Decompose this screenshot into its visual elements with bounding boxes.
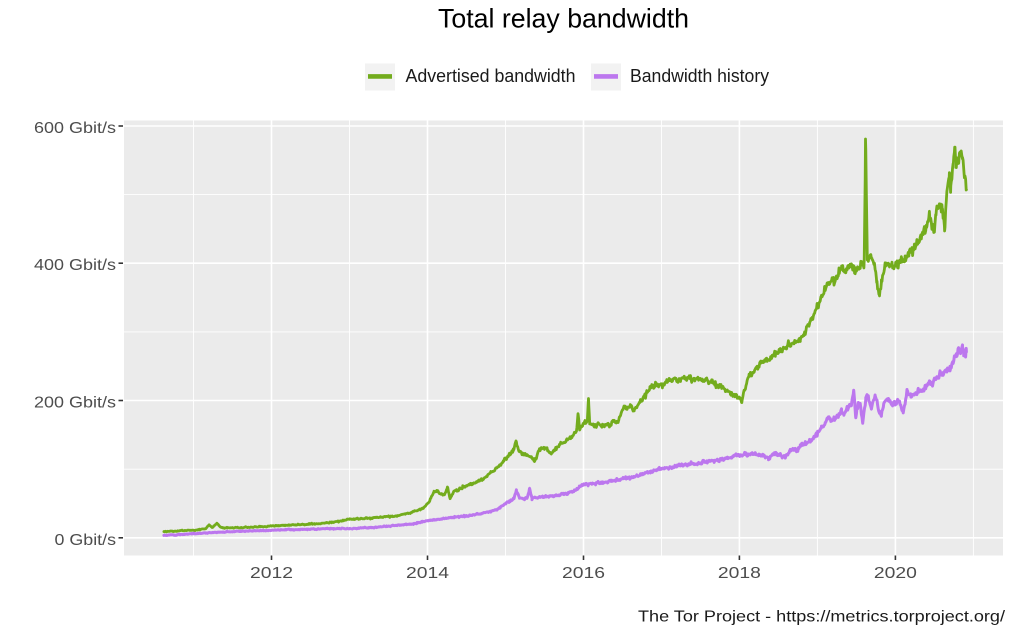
svg-text:Advertised bandwidth: Advertised bandwidth bbox=[406, 66, 576, 86]
svg-text:The Tor Project - https://metr: The Tor Project - https://metrics.torpro… bbox=[638, 608, 1006, 625]
svg-text:2020: 2020 bbox=[874, 565, 917, 582]
svg-text:400 Gbit/s: 400 Gbit/s bbox=[34, 257, 116, 274]
svg-text:600 Gbit/s: 600 Gbit/s bbox=[34, 120, 116, 137]
svg-text:2016: 2016 bbox=[562, 565, 605, 582]
svg-text:2012: 2012 bbox=[250, 565, 293, 582]
svg-text:2014: 2014 bbox=[406, 565, 449, 582]
svg-text:2018: 2018 bbox=[718, 565, 761, 582]
svg-text:Bandwidth history: Bandwidth history bbox=[630, 66, 769, 86]
svg-text:Total relay bandwidth: Total relay bandwidth bbox=[438, 4, 689, 34]
svg-text:200 Gbit/s: 200 Gbit/s bbox=[34, 395, 116, 412]
svg-text:0 Gbit/s: 0 Gbit/s bbox=[55, 532, 117, 549]
